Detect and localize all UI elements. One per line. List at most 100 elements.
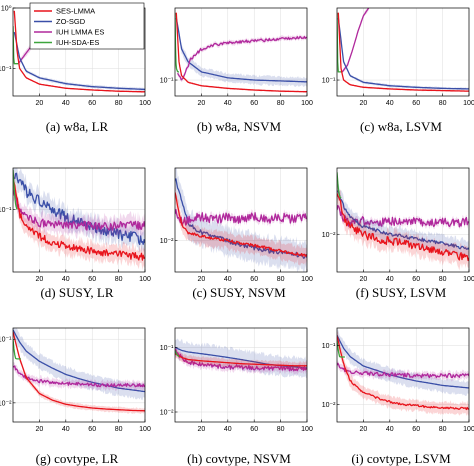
- x-tick-label: 60: [250, 276, 258, 283]
- x-tick-label: 20: [198, 426, 206, 433]
- series-line-zo-sgd: [175, 17, 307, 83]
- y-tick-label: 10⁻¹: [0, 207, 12, 214]
- subplot-caption: (d) SUSY, LR: [40, 285, 113, 300]
- x-tick-label: 100: [301, 100, 313, 107]
- x-tick-label: 40: [224, 100, 232, 107]
- series-line-zo-sgd: [175, 178, 307, 259]
- x-tick-label: 80: [115, 276, 123, 283]
- band-zo-sgd: [337, 183, 469, 259]
- x-tick-label: 60: [250, 426, 258, 433]
- band-ses-lmma: [13, 172, 145, 271]
- x-tick-label: 100: [139, 100, 151, 107]
- x-tick-label: 20: [36, 100, 44, 107]
- x-tick-label: 100: [463, 426, 474, 433]
- subplot-8: 20 40 60 80 100 10⁻¹ 10⁻² (h) covtype, NSVM: [160, 327, 313, 466]
- series-line-ses-lmma: [337, 336, 469, 411]
- x-tick-label: 80: [115, 100, 123, 107]
- x-tick-label: 100: [463, 100, 474, 107]
- y-tick-label: 10⁻²: [322, 402, 336, 409]
- x-tick-label: 20: [36, 276, 44, 283]
- x-tick-label: 100: [139, 276, 151, 283]
- subplot-4: 20 40 60 80 100 10⁻¹ (d) SUSY, LR: [0, 167, 151, 300]
- axes-frame: [12, 167, 146, 273]
- x-tick-label: 40: [386, 276, 394, 283]
- legend-label-ses-lmma: SES-LMMA: [56, 7, 95, 16]
- x-tick-label: 80: [439, 100, 447, 107]
- x-tick-label: 60: [412, 276, 420, 283]
- series-line-iuh-sda-es: [337, 340, 345, 358]
- x-tick-label: 100: [301, 276, 313, 283]
- legend-label-iuh-sda-es: IUH-SDA-ES: [56, 38, 99, 47]
- y-tick-label: 10⁻²: [0, 400, 12, 407]
- series-line-iuh-lmma-es: [177, 35, 307, 81]
- subplot-5: 20 40 60 80 100 10⁻² (c) SUSY, NSVM: [160, 167, 313, 300]
- x-tick-label: 80: [277, 276, 285, 283]
- axes-frame: [174, 167, 308, 273]
- axes-frame: [336, 167, 470, 273]
- y-tick-label: 10⁻¹: [322, 78, 336, 85]
- subplot-caption: (g) covtype, LR: [36, 451, 119, 466]
- x-tick-label: 100: [463, 276, 474, 283]
- band-ses-lmma: [337, 182, 469, 271]
- x-tick-label: 40: [224, 276, 232, 283]
- series-line-iuh-sda-es: [13, 26, 19, 65]
- series-line-zo-sgd: [13, 329, 145, 393]
- subplot-caption: (i) covtype, LSVM: [351, 451, 451, 466]
- x-tick-label: 40: [224, 426, 232, 433]
- series-line-ses-lmma: [337, 193, 469, 262]
- series-line-iuh-lmma-es: [337, 204, 469, 228]
- y-tick-label: 10⁻¹: [160, 345, 174, 352]
- subplot-panels: 20 40 60 80 100 10⁰ 10⁻¹ (a) w8a, LR 20 40 60 80 100…: [0, 5, 474, 466]
- y-tick-label: 10⁻¹: [160, 78, 174, 85]
- y-tick-label: 10⁻²: [160, 409, 174, 416]
- axes-frame: [174, 327, 308, 423]
- legend-label-iuh-lmma-es: IUH LMMA ES: [56, 28, 104, 37]
- x-tick-label: 80: [277, 100, 285, 107]
- x-tick-label: 20: [198, 276, 206, 283]
- x-tick-label: 100: [139, 426, 151, 433]
- series-line-ses-lmma: [13, 10, 145, 93]
- series-line-ses-lmma: [337, 12, 469, 92]
- plot-area: [337, 172, 469, 271]
- x-tick-label: 60: [412, 426, 420, 433]
- x-tick-label: 80: [115, 426, 123, 433]
- x-tick-label: 60: [88, 426, 96, 433]
- subplot-2: 20 40 60 80 100 10⁻¹ (b) w8a, NSVM: [160, 7, 313, 134]
- series-line-iuh-lmma-es: [175, 208, 307, 227]
- plot-area: [337, 328, 469, 417]
- y-tick-label: 10⁻¹: [322, 343, 336, 350]
- series-line-ses-lmma: [175, 353, 307, 367]
- y-tick-label: 10⁻¹: [0, 337, 12, 344]
- band-zo-sgd: [13, 168, 145, 255]
- series-line-zo-sgd: [337, 335, 469, 389]
- series-line-iuh-sda-es: [13, 339, 21, 360]
- series-line-zo-sgd: [337, 190, 469, 250]
- band-zo-sgd: [337, 328, 469, 396]
- subplot-caption: (h) covtype, NSVM: [187, 451, 291, 466]
- series-line-iuh-lmma-es: [13, 365, 145, 388]
- legend-label-zo-sgd: ZO-SGD: [56, 17, 86, 26]
- x-tick-label: 20: [360, 426, 368, 433]
- band-zo-sgd: [13, 328, 145, 401]
- y-tick-label: 10⁰: [1, 5, 12, 13]
- y-tick-label: 10⁻¹: [0, 66, 12, 73]
- x-tick-label: 60: [88, 276, 96, 283]
- series-line-iuh-sda-es: [337, 172, 342, 199]
- axes-frame: [12, 327, 146, 423]
- subplot-3: 20 40 60 80 100 10⁻¹ (c) w8a, LSVM: [322, 7, 474, 134]
- y-tick-label: 10⁻²: [160, 238, 174, 245]
- x-tick-label: 80: [277, 426, 285, 433]
- plot-area: [175, 338, 307, 378]
- axes-frame: [336, 327, 470, 423]
- x-tick-label: 60: [250, 100, 258, 107]
- x-tick-label: 60: [88, 100, 96, 107]
- axes-frame: [336, 7, 470, 97]
- x-tick-label: 80: [439, 426, 447, 433]
- band-zo-sgd: [175, 168, 307, 272]
- series-line-iuh-lmma-es: [13, 189, 145, 231]
- x-tick-label: 100: [301, 426, 313, 433]
- series-line-ses-lmma: [13, 181, 145, 261]
- series-line-iuh-sda-es: [175, 350, 180, 358]
- series-line-ses-lmma: [175, 12, 307, 93]
